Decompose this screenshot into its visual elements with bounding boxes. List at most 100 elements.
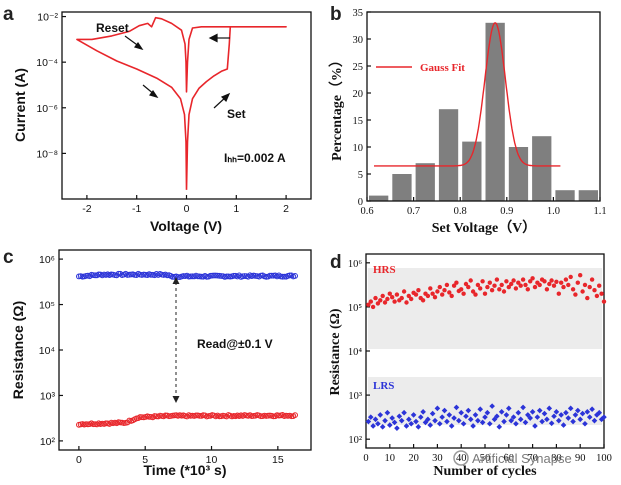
lrs-point <box>422 419 429 426</box>
hrs-point <box>489 288 495 293</box>
hrs-point <box>230 272 237 279</box>
d-y-tick-label: 10³ <box>348 391 362 402</box>
read-arrow-up-icon <box>172 277 180 284</box>
b-y-tick-label: 0 <box>358 197 363 208</box>
hrs-point <box>451 283 457 288</box>
lrs-point <box>427 422 434 428</box>
lrs-point <box>417 414 424 420</box>
d-y-tick-label: 10⁴ <box>348 347 363 358</box>
lrs-point <box>456 417 462 424</box>
lrs-point <box>436 420 443 427</box>
lrs-point <box>522 419 529 426</box>
hrs-point <box>597 283 602 288</box>
lrs-point <box>463 413 469 420</box>
histogram-bar <box>392 174 412 201</box>
lrs-point <box>501 418 507 425</box>
panel-c-label: c <box>3 247 14 268</box>
lrs-point <box>517 416 524 423</box>
hrs-point <box>482 291 488 296</box>
lrs-point <box>582 420 588 427</box>
lrs-point <box>596 409 603 416</box>
b-x-tick-label: 0.7 <box>407 206 420 217</box>
hrs-point <box>268 272 275 279</box>
lrs-point <box>258 413 264 420</box>
panel-b-label: b <box>330 4 342 25</box>
lrs-point <box>555 417 562 424</box>
hrs-point <box>223 273 230 280</box>
d-x-tick-label: 50 <box>480 453 491 464</box>
lrs-point <box>589 406 595 412</box>
lrs-point <box>598 416 605 423</box>
reset-arrowhead-icon <box>133 41 144 51</box>
histogram-bar <box>532 136 552 201</box>
panel-d-y-ticks: 10² 10³ 10⁴ 10⁵ 10⁶ <box>348 259 370 446</box>
hrs-point <box>95 271 102 278</box>
lrs-point <box>389 415 395 421</box>
hrs-point <box>428 286 433 291</box>
hrs-point <box>267 272 273 279</box>
lrs-point <box>584 409 591 415</box>
lrs-point <box>446 412 453 418</box>
lrs-point <box>515 409 522 416</box>
panel-d-y-label: Resistance (Ω) <box>328 308 343 395</box>
panel-a-y-label: Current (A) <box>12 68 28 142</box>
hrs-point <box>399 295 404 301</box>
lrs-point <box>472 412 479 418</box>
a-x-tick-label: 0 <box>184 203 190 215</box>
lrs-point <box>117 419 124 426</box>
hrs-point <box>444 282 450 288</box>
lrs-point <box>527 415 534 421</box>
lrs-point <box>372 416 379 423</box>
b-y-tick-label: 25 <box>353 62 364 73</box>
hrs-point <box>454 280 459 285</box>
lrs-point <box>484 409 491 416</box>
lrs-point <box>467 416 474 423</box>
lrs-point <box>408 420 415 427</box>
hrs-point <box>281 273 288 280</box>
hrs-point <box>286 272 293 279</box>
lrs-point <box>594 412 600 418</box>
hrs-point <box>549 278 554 283</box>
hrs-point <box>279 273 286 280</box>
lrs-point <box>486 420 493 427</box>
lrs-point <box>370 423 376 429</box>
lrs-point <box>553 409 560 415</box>
hrs-point <box>475 282 481 288</box>
hrs-point <box>497 287 502 292</box>
hrs-point <box>115 270 122 277</box>
lrs-point <box>403 423 410 429</box>
c-x-tick-label: 5 <box>142 454 148 466</box>
hrs-point <box>520 277 526 282</box>
lrs-point <box>90 421 97 428</box>
panel-c-frame <box>58 249 312 451</box>
panel-a-x-ticks: -2 -1 0 1 2 <box>82 195 289 215</box>
panel-b-y-label: Percentage（%） <box>329 53 345 161</box>
hrs-point <box>404 300 409 305</box>
lrs-point <box>193 412 199 419</box>
hrs-point <box>601 299 607 304</box>
lrs-point <box>494 413 500 420</box>
hrs-point <box>416 288 421 293</box>
lrs-point <box>415 424 422 430</box>
lrs-point <box>506 405 512 412</box>
hrs-point <box>292 273 299 279</box>
hrs-point <box>387 291 392 296</box>
hrs-point <box>499 282 504 288</box>
panel-b-histogram: b 0.6 0.7 0.8 0.9 1.0 1.1 0 5 10 15 20 25 30 35 Gaus… <box>329 4 607 236</box>
lrs-point <box>586 414 593 420</box>
lrs-point <box>544 416 550 423</box>
left-arrowhead-icon <box>148 89 159 99</box>
hrs-point <box>509 281 514 287</box>
legend-label: Gauss Fit <box>420 62 465 74</box>
d-x-tick-label: 20 <box>408 453 419 464</box>
hrs-point <box>599 291 604 296</box>
icc-annotation: Iₕₕ=0.002 A <box>224 151 286 165</box>
hrs-point <box>573 292 578 297</box>
panel-c-y-label: Resistance (Ω) <box>10 301 26 399</box>
hrs-point <box>525 287 530 292</box>
lrs-point <box>460 420 467 427</box>
lrs-point <box>420 409 426 415</box>
panel-c-x-label: Time (*10³ s) <box>144 462 227 478</box>
hrs-point <box>430 291 435 296</box>
lrs-point <box>441 407 448 414</box>
